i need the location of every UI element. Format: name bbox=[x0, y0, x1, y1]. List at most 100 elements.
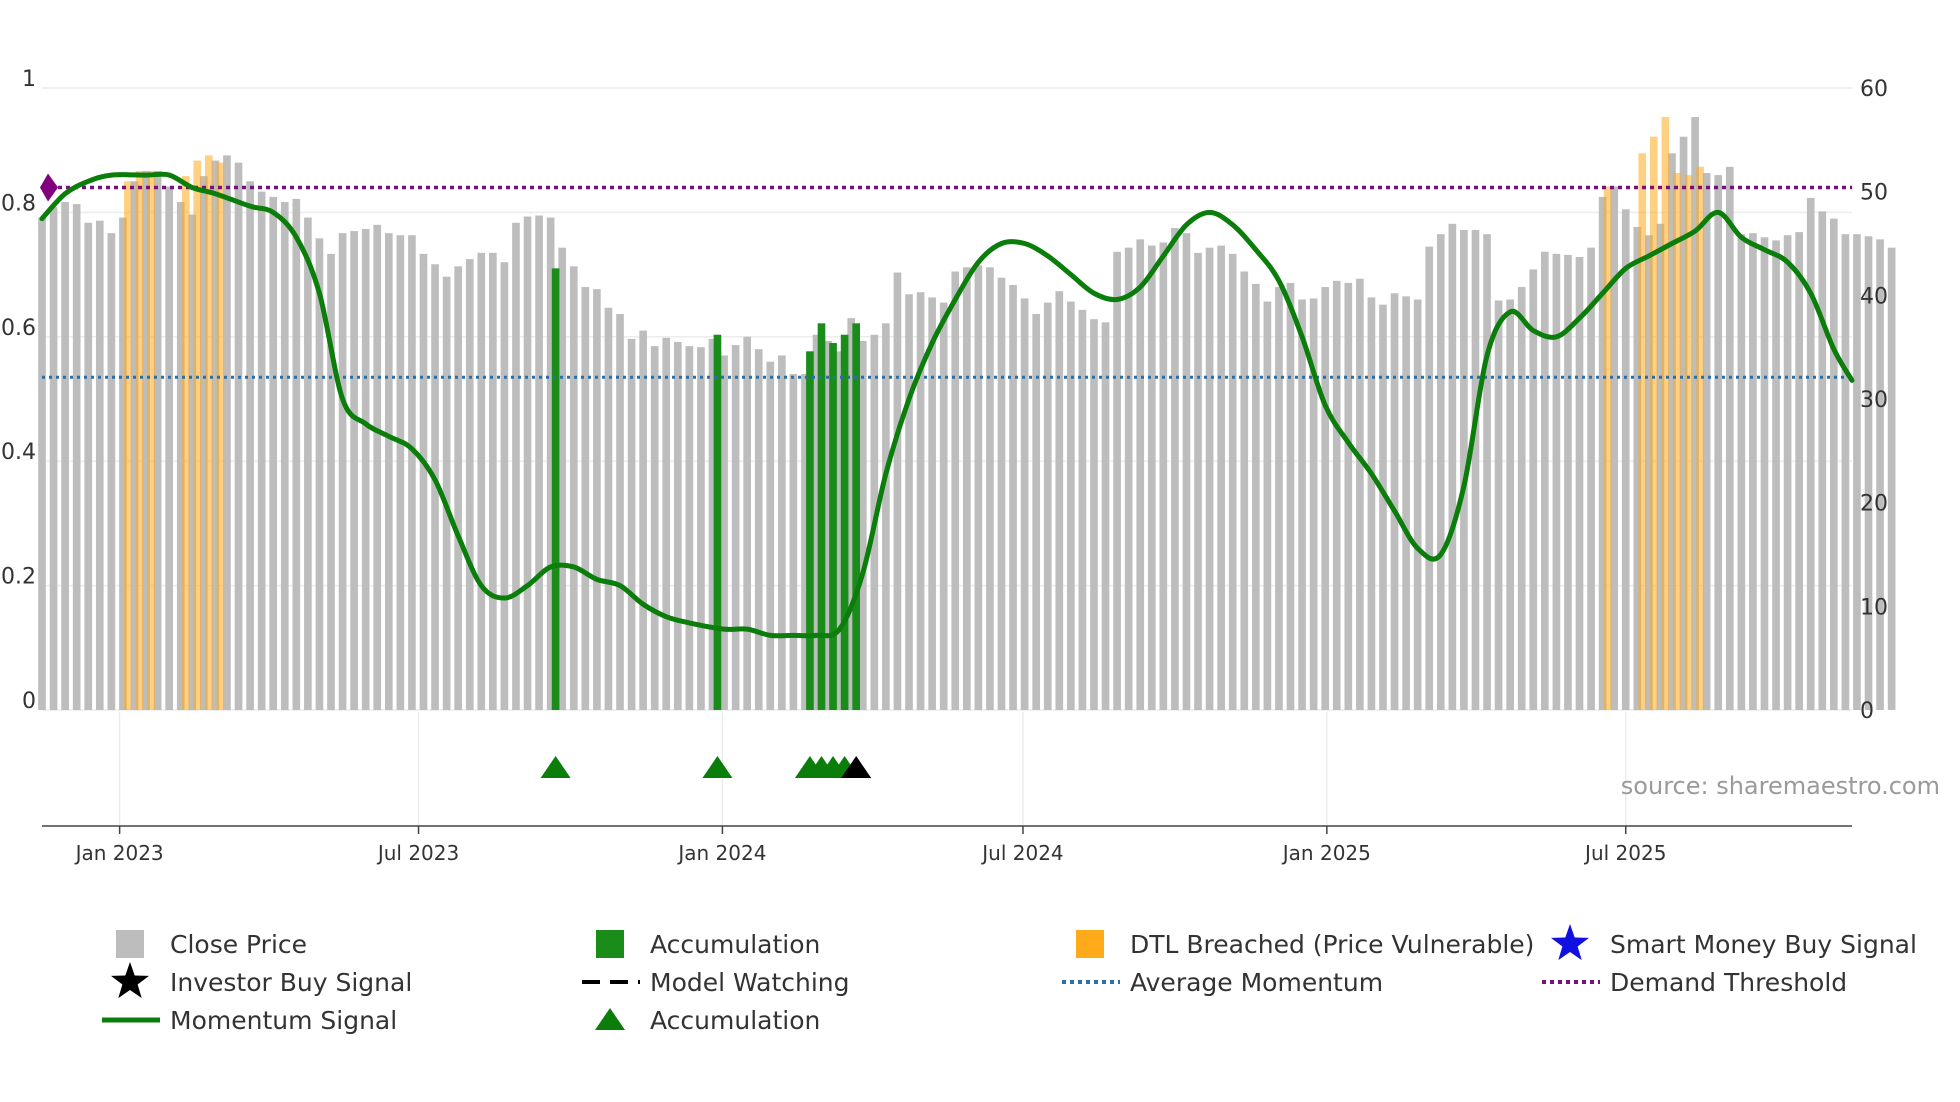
close-price-bar bbox=[824, 340, 832, 710]
close-price-bar bbox=[778, 355, 786, 710]
close-price-bar bbox=[350, 231, 358, 710]
accumulation-bar bbox=[840, 334, 849, 710]
left-tick-label: 0.4 bbox=[1, 440, 36, 465]
legend-label-close-price: Close Price bbox=[170, 930, 307, 959]
close-price-bar bbox=[847, 318, 856, 710]
close-price-bar bbox=[408, 235, 416, 710]
legend-label-investor: Investor Buy Signal bbox=[170, 968, 412, 997]
close-price-bar bbox=[1344, 282, 1353, 710]
legend-label-momentum: Momentum Signal bbox=[170, 1006, 397, 1035]
close-price-bar bbox=[1009, 284, 1017, 710]
dtl-breached-bar bbox=[216, 162, 225, 710]
close-price-bar bbox=[1552, 253, 1561, 710]
close-price-bar bbox=[1101, 322, 1110, 710]
legend: Close Price Accumulation DTL Breached (Pri… bbox=[102, 924, 1917, 1035]
close-price-bar bbox=[1078, 309, 1087, 710]
close-price-bar bbox=[1263, 301, 1272, 710]
x-tick-label: Jan 2025 bbox=[1281, 841, 1371, 865]
close-price-bar bbox=[627, 338, 636, 710]
close-price-bar bbox=[200, 176, 208, 710]
close-price-bar bbox=[1830, 218, 1838, 710]
close-price-bar bbox=[1656, 223, 1665, 710]
legend-label-average-momentum: Average Momentum bbox=[1130, 968, 1383, 997]
close-price-bar bbox=[454, 266, 462, 710]
close-price-bar bbox=[835, 351, 844, 710]
close-price-bar bbox=[188, 214, 197, 710]
close-price-bar bbox=[593, 289, 601, 710]
close-price-bar bbox=[1483, 234, 1491, 711]
close-price-bar bbox=[1841, 234, 1850, 711]
close-price-bar bbox=[1691, 117, 1699, 710]
close-price-bar bbox=[1749, 233, 1757, 710]
close-price-bar bbox=[997, 277, 1006, 710]
close-price-bar bbox=[1252, 283, 1260, 710]
close-price-bar bbox=[1425, 246, 1434, 711]
close-price-bar bbox=[1240, 271, 1249, 710]
x-tick-label: Jul 2023 bbox=[376, 841, 459, 865]
close-price-bar bbox=[1795, 232, 1803, 710]
close-price-bar bbox=[1610, 186, 1619, 710]
close-price-bar bbox=[61, 202, 69, 711]
close-price-bar bbox=[685, 346, 694, 710]
close-price-bar bbox=[1090, 319, 1098, 710]
dtl-breached-bar bbox=[1684, 175, 1693, 710]
legend-swatch-dtl-breached bbox=[1076, 930, 1104, 958]
close-price-bar bbox=[1541, 251, 1549, 710]
left-tick-label: 0.6 bbox=[1, 316, 36, 341]
close-price-bar bbox=[107, 233, 116, 710]
close-price-bar bbox=[269, 196, 278, 711]
accumulation-bar bbox=[551, 268, 560, 710]
close-price-bar bbox=[1194, 252, 1202, 710]
close-price-bar bbox=[789, 374, 798, 710]
close-price-bar bbox=[1321, 287, 1330, 710]
right-tick-label: 20 bbox=[1860, 492, 1888, 517]
close-price-bar bbox=[1367, 297, 1376, 710]
close-price-bar bbox=[512, 222, 520, 710]
close-price-bar bbox=[523, 216, 532, 710]
close-price-bar bbox=[1564, 254, 1572, 711]
close-price-bar bbox=[223, 155, 231, 711]
close-price-bar bbox=[1760, 237, 1769, 710]
close-price-bar bbox=[1587, 247, 1595, 710]
source-label: source: sharemaestro.com bbox=[1621, 772, 1940, 800]
accumulation-triangle bbox=[540, 756, 571, 778]
close-price-bar bbox=[1159, 242, 1168, 711]
close-price-bar bbox=[1772, 240, 1780, 710]
close-price-bar bbox=[1460, 230, 1468, 711]
close-price-bar bbox=[882, 323, 890, 710]
dtl-breached-bar bbox=[193, 160, 202, 711]
close-price-bar bbox=[812, 334, 821, 710]
close-price-bar bbox=[489, 252, 497, 710]
close-price-bar bbox=[477, 252, 486, 710]
x-tick-label: Jul 2024 bbox=[980, 841, 1063, 865]
close-price-bar bbox=[1379, 304, 1387, 710]
close-price-bar bbox=[939, 302, 948, 710]
close-price-bar bbox=[1136, 239, 1145, 710]
close-price-bar bbox=[1529, 269, 1538, 710]
close-price-bar bbox=[1217, 245, 1225, 710]
close-price-bar bbox=[1737, 234, 1746, 711]
close-price-bar bbox=[176, 202, 185, 711]
close-price-bar bbox=[1228, 253, 1237, 710]
accumulation-bar bbox=[852, 323, 860, 710]
close-price-bar bbox=[766, 361, 775, 710]
close-price-bar bbox=[72, 204, 81, 710]
close-price-bar bbox=[546, 217, 555, 711]
legend-label-accumulation-marker: Accumulation bbox=[650, 1006, 820, 1035]
close-price-bar bbox=[962, 267, 971, 710]
close-price-bar bbox=[1494, 300, 1503, 710]
close-price-bar bbox=[673, 341, 682, 710]
accumulation-bar bbox=[817, 323, 826, 710]
dtl-breached-bar bbox=[1638, 153, 1647, 710]
close-price-bar bbox=[1645, 235, 1653, 710]
legend-label-accumulation: Accumulation bbox=[650, 930, 820, 959]
close-price-bar bbox=[1517, 287, 1526, 710]
close-price-bar bbox=[858, 340, 867, 710]
close-price-bar bbox=[1887, 247, 1896, 710]
legend-swatch-smart-money bbox=[1550, 924, 1590, 961]
close-price-bar bbox=[1390, 293, 1399, 710]
dtl-breached-bar bbox=[1673, 173, 1681, 711]
right-tick-label: 30 bbox=[1860, 388, 1888, 413]
left-tick-label: 0 bbox=[22, 689, 36, 714]
x-tick-label: Jan 2023 bbox=[74, 841, 164, 865]
